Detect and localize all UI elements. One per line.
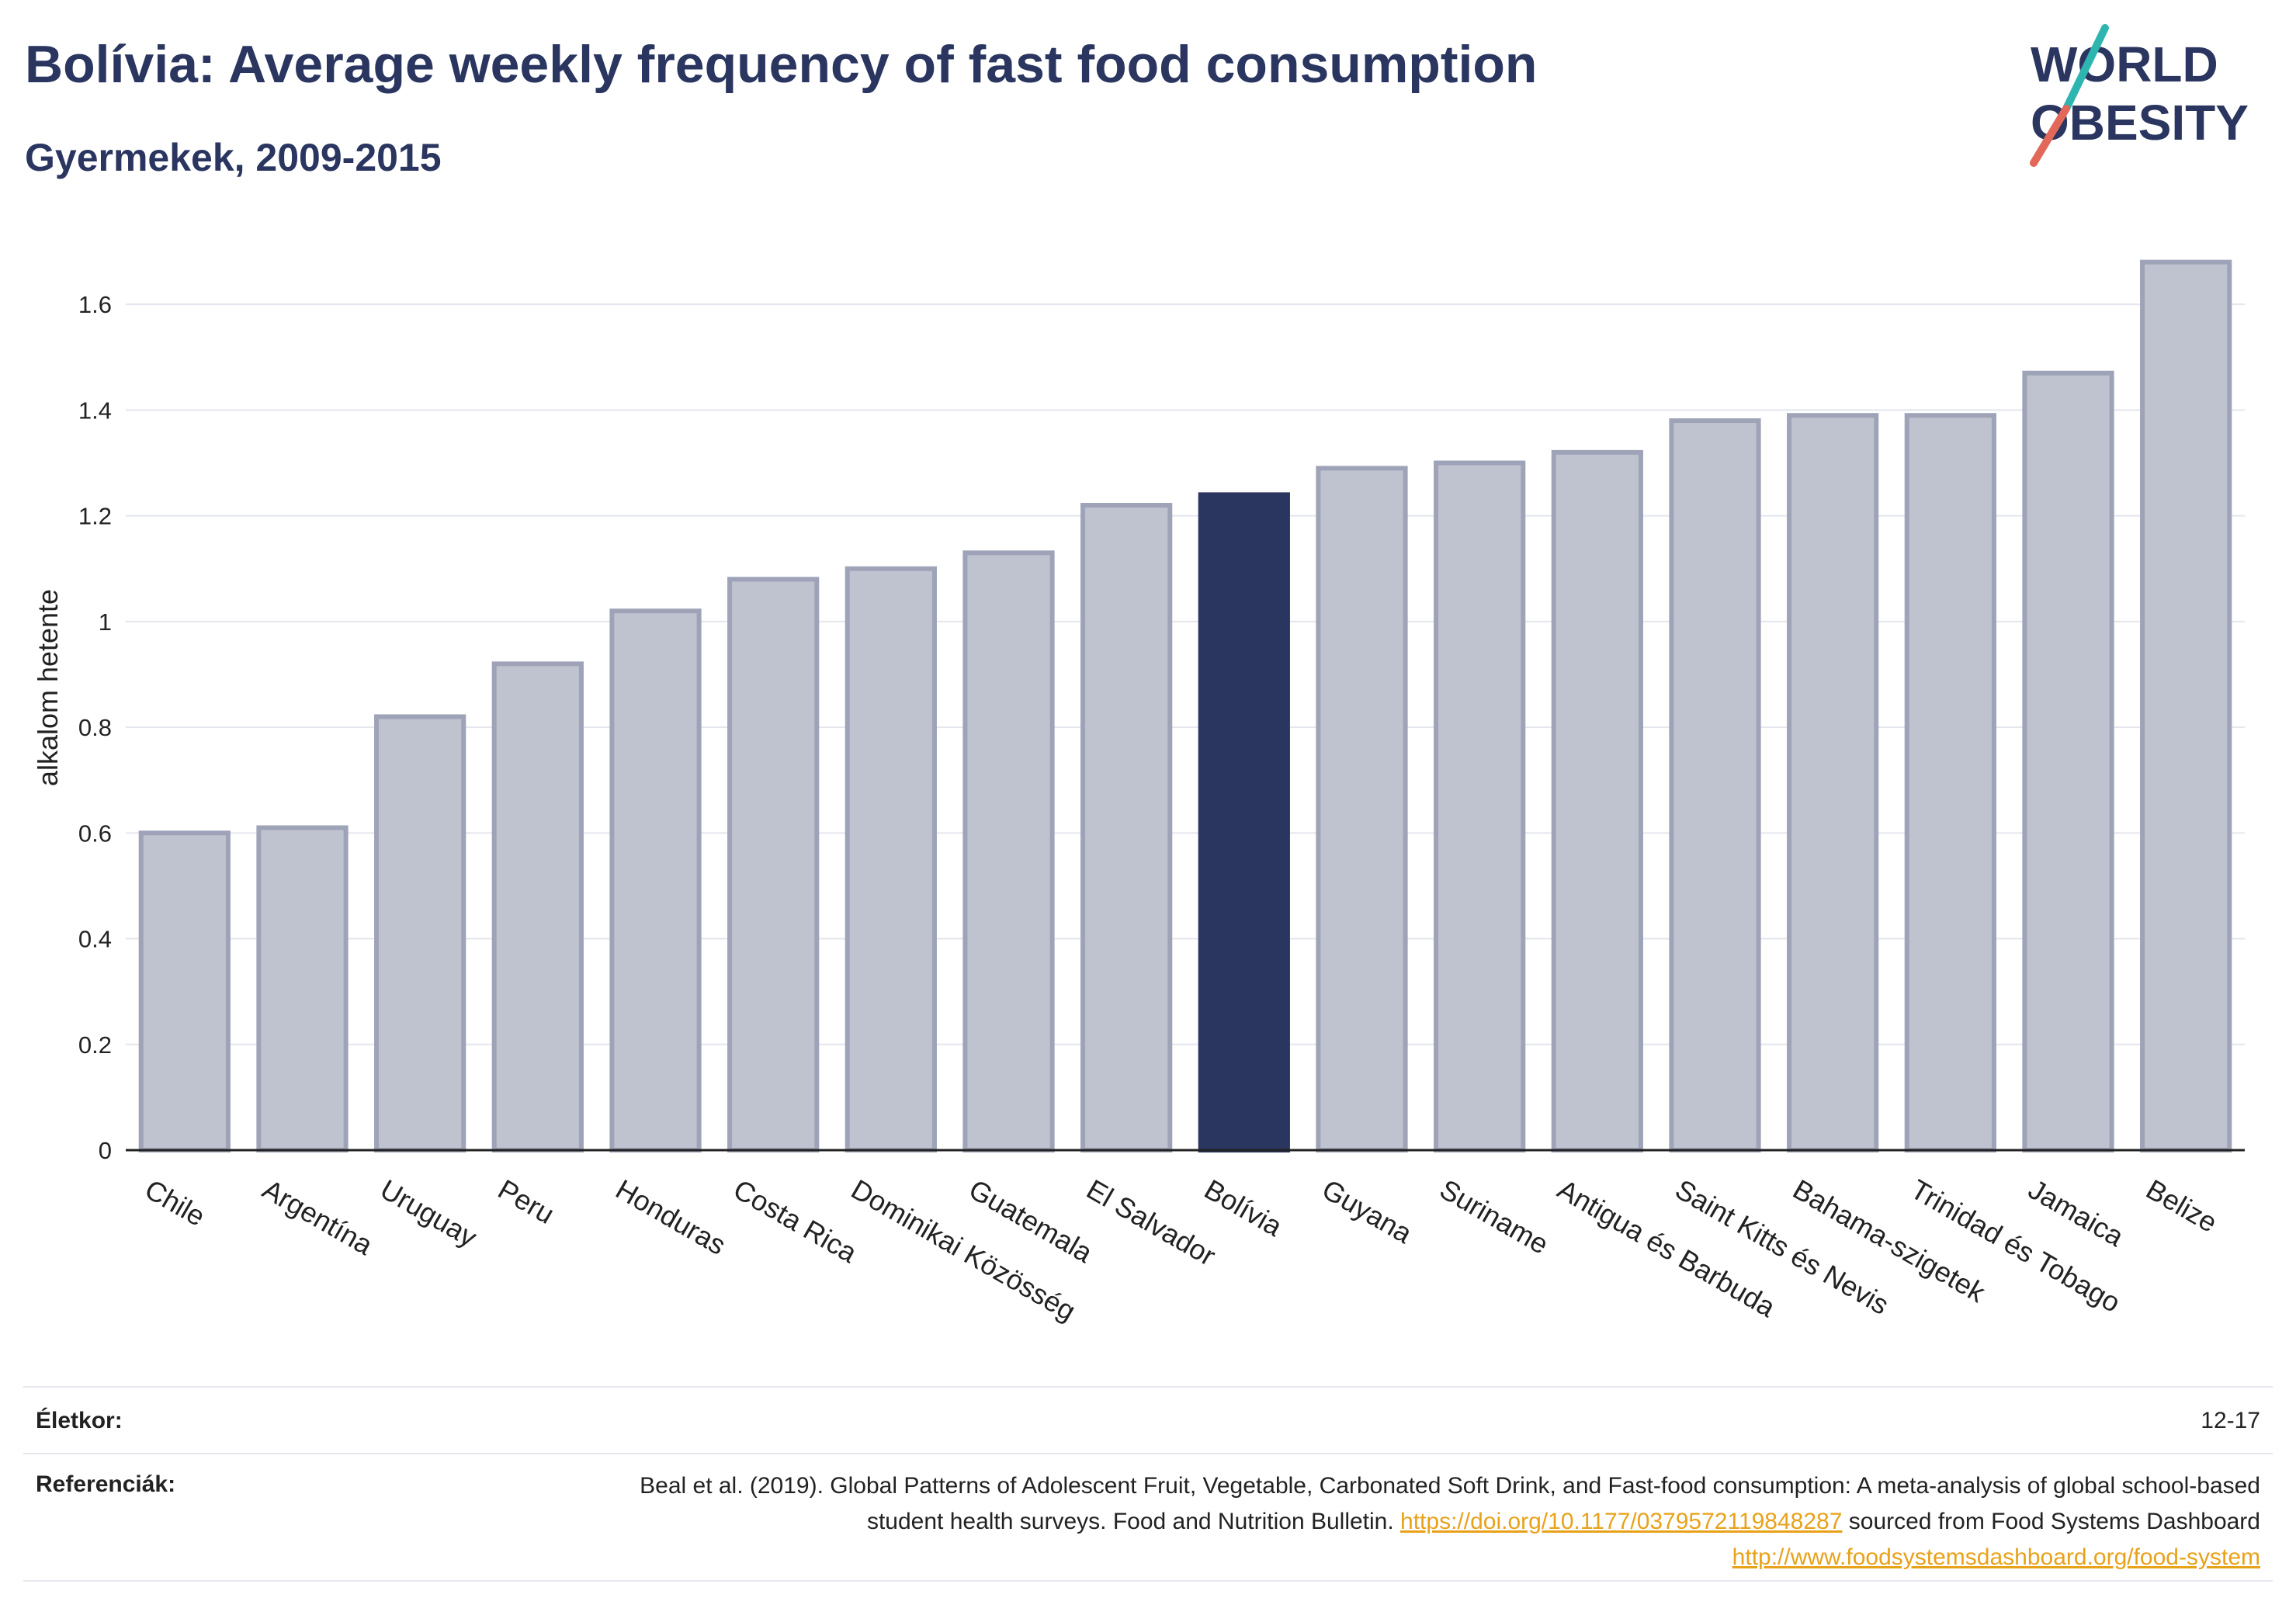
y-axis-ticks: 0 0.2 0.4 0.6 0.8 1 1.2 1.4 1.6 — [78, 291, 112, 1164]
bar — [2022, 370, 2114, 1153]
bar — [727, 577, 820, 1152]
reference-source: sourced from Food Systems Dashboard — [1842, 1509, 2260, 1534]
bar — [138, 830, 231, 1152]
age-label: Életkor: — [36, 1408, 123, 1433]
bar — [256, 825, 349, 1152]
footer-age-row: Életkor: 12-17 — [23, 1397, 2273, 1444]
x-tick-label: El Salvador — [1081, 1173, 1221, 1272]
bar — [1434, 460, 1526, 1152]
x-tick-label: Uruguay — [375, 1173, 482, 1253]
footer-divider-bottom — [23, 1580, 2273, 1582]
x-tick-label: Antigua és Barbuda — [1552, 1173, 1781, 1323]
y-axis-label: alkalom hetente — [32, 589, 64, 786]
world-obesity-logo: WORLD OBESITY — [2030, 24, 2249, 167]
bar — [1316, 466, 1408, 1152]
x-tick-label: Costa Rica — [728, 1173, 863, 1269]
x-tick-label: Dominikai Közösség — [846, 1173, 1081, 1327]
reference-label: Referenciák: — [36, 1471, 176, 1497]
x-tick-label: Peru — [493, 1173, 560, 1230]
bar — [845, 566, 937, 1152]
bar — [491, 661, 584, 1152]
y-tick-label: 1.4 — [78, 397, 112, 424]
x-tick-label: Belize — [2141, 1173, 2222, 1239]
bar — [1904, 413, 1996, 1152]
logo-slash-red — [2030, 105, 2070, 167]
x-tick-label: Saint Kitts és Nevis — [1670, 1173, 1895, 1321]
bar — [1551, 449, 1643, 1152]
bar — [1787, 413, 1879, 1152]
bars — [138, 259, 2232, 1153]
x-tick-label: Bahama-szigetek — [1788, 1173, 1991, 1308]
x-tick-label: Chile — [140, 1173, 211, 1232]
reference-text: Beal et al. (2019). Global Patterns of A… — [630, 1468, 2260, 1575]
logo-slash-teal — [2062, 24, 2109, 113]
bar-highlighted — [1198, 492, 1290, 1152]
reference-doi-link[interactable]: https://doi.org/10.1177/0379572119848287 — [1400, 1509, 1843, 1534]
x-tick-label: Guyana — [1317, 1173, 1419, 1249]
reference-dashboard-link[interactable]: http://www.foodsystemsdashboard.org/food… — [1732, 1544, 2260, 1570]
reference-citation: Beal et al. (2019). Global Patterns of A… — [640, 1473, 2260, 1534]
bar — [609, 608, 702, 1152]
logo-text-obesity: OBESITY — [2031, 95, 2249, 151]
bar — [1669, 418, 1761, 1153]
grid-layer — [126, 303, 2245, 1045]
bar-chart: 0 0.2 0.4 0.6 0.8 1 1.2 1.4 1.6 Chile ArgentínaUr… — [32, 259, 2245, 1327]
age-value: 12-17 — [2201, 1408, 2260, 1433]
bar — [374, 714, 466, 1152]
x-tick-label: Bolívia — [1199, 1173, 1288, 1242]
y-tick-label: 0 — [99, 1137, 112, 1164]
y-tick-label: 0.8 — [78, 714, 112, 741]
x-tick-label: Honduras — [611, 1173, 732, 1261]
x-tick-label: Suriname — [1434, 1173, 1554, 1260]
footer-divider-top — [23, 1386, 2273, 1388]
y-tick-label: 0.4 — [78, 926, 112, 953]
y-tick-label: 1.2 — [78, 503, 112, 530]
chart-title: Bolívia: Average weekly frequency of fas… — [25, 35, 1538, 94]
bar — [962, 550, 1055, 1152]
bar — [1080, 503, 1173, 1152]
y-tick-label: 1 — [99, 608, 112, 636]
y-tick-label: 1.6 — [78, 291, 112, 318]
x-tick-label: Argentína — [258, 1173, 380, 1261]
logo-text-world: WORLD — [2031, 36, 2218, 92]
chart-subtitle: Gyermekek, 2009-2015 — [25, 136, 442, 179]
bar — [2140, 259, 2232, 1152]
y-tick-label: 0.2 — [78, 1031, 112, 1059]
footer-reference-row: Referenciák: Beal et al. (2019). Global … — [23, 1459, 2273, 1583]
footer-divider-middle — [23, 1453, 2273, 1454]
y-tick-label: 0.6 — [78, 820, 112, 847]
x-tick-label: Trinidad és Tobago — [1906, 1173, 2126, 1319]
